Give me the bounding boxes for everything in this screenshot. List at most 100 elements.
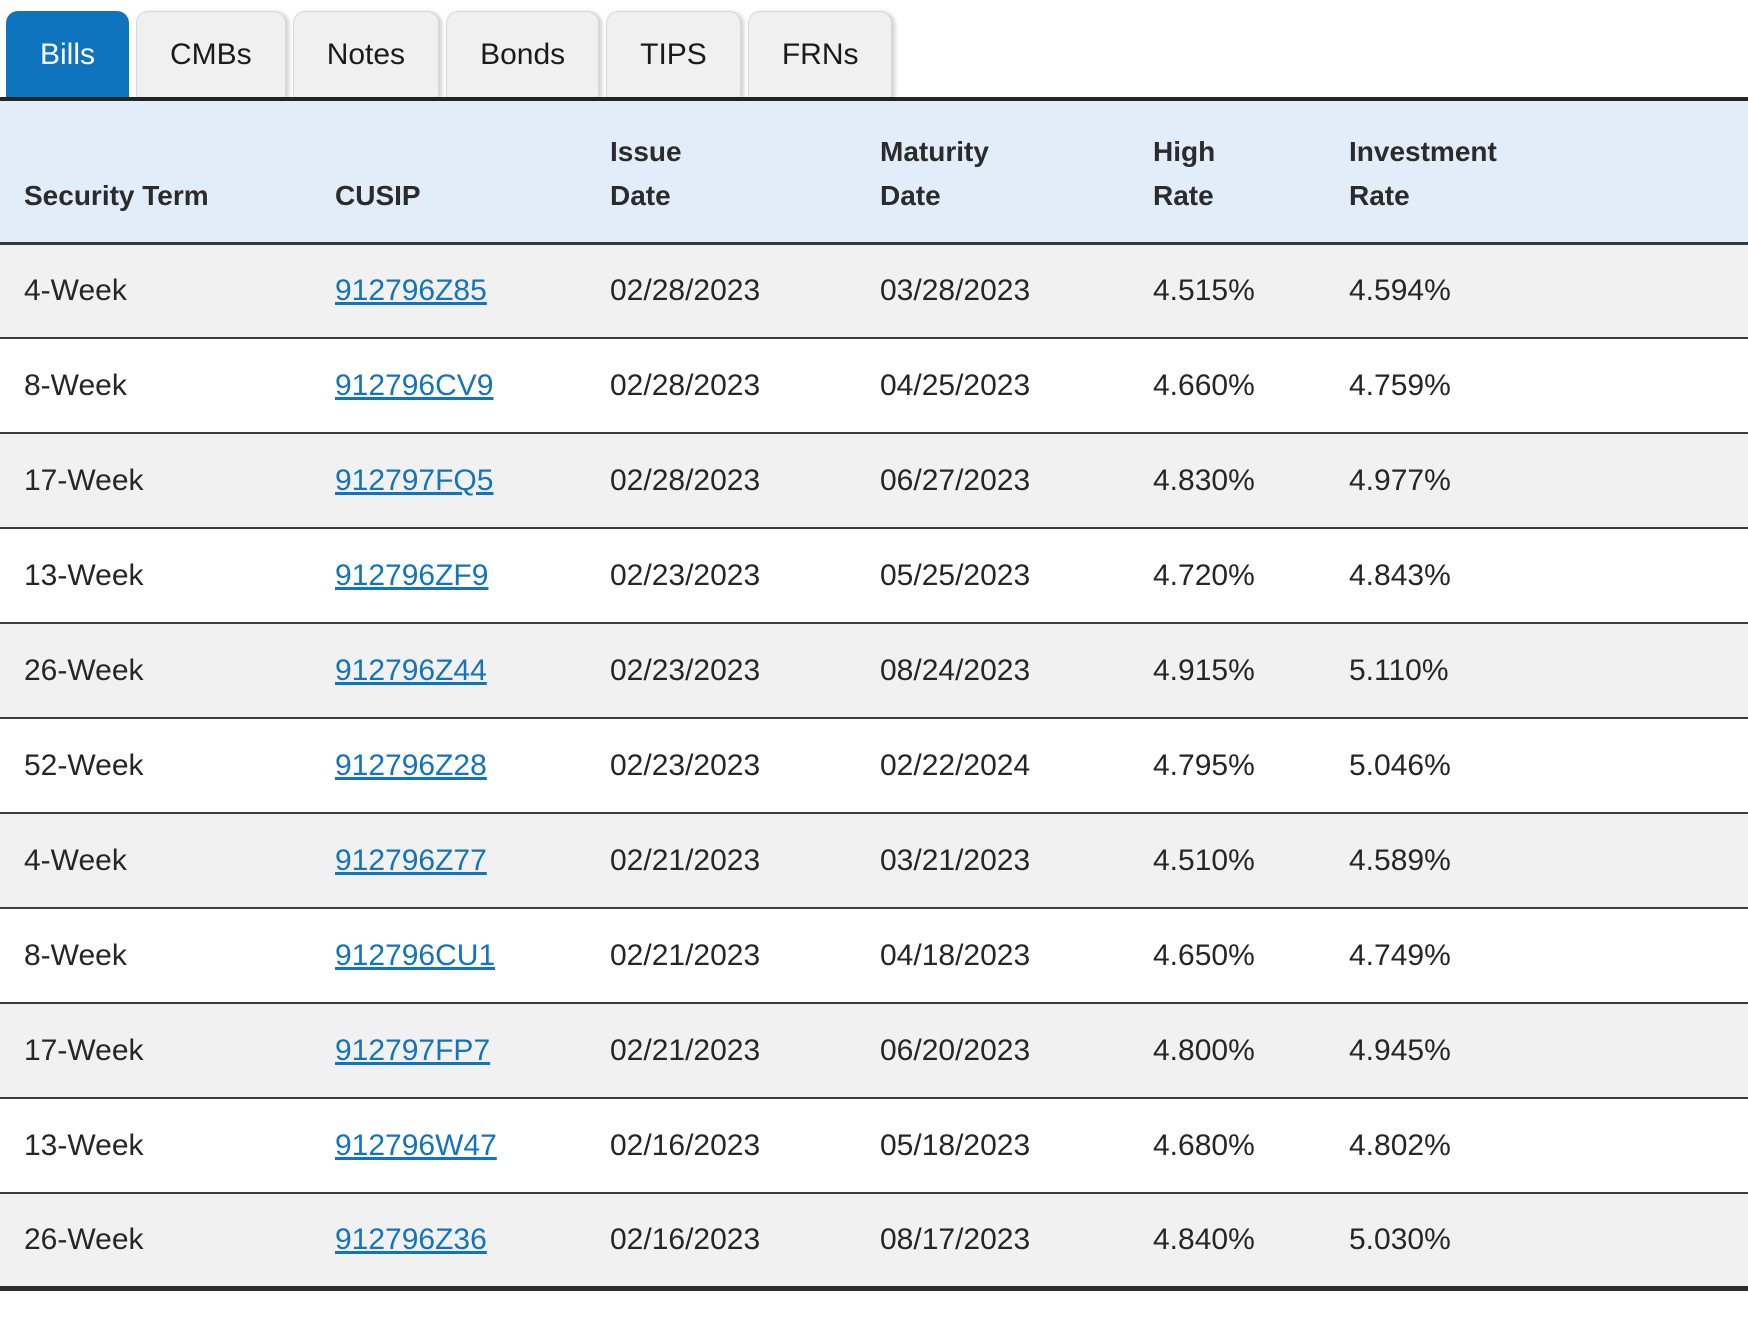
table-row: 8-Week 912796CV9 02/28/2023 04/25/2023 4.660… bbox=[0, 338, 1748, 434]
cell-investment_rate: 4.945% bbox=[1349, 1003, 1748, 1099]
cell-issue_date: 02/16/2023 bbox=[610, 1098, 880, 1194]
cell-issue_date: 02/28/2023 bbox=[610, 433, 880, 529]
cell-term: 26-Week bbox=[0, 1193, 335, 1291]
cell-high_rate: 4.650% bbox=[1153, 908, 1349, 1004]
cell-high_rate: 4.840% bbox=[1153, 1193, 1349, 1291]
cell-term: 4-Week bbox=[0, 813, 335, 909]
column-header-issue_date: Issue Date bbox=[610, 101, 880, 245]
cell-term: 4-Week bbox=[0, 243, 335, 339]
cell-investment_rate: 4.594% bbox=[1349, 243, 1748, 339]
cell-issue_date: 02/16/2023 bbox=[610, 1193, 880, 1291]
cell-maturity_date: 04/18/2023 bbox=[880, 908, 1153, 1004]
cusip-link[interactable]: 912797FP7 bbox=[335, 1033, 491, 1067]
cell-high_rate: 4.830% bbox=[1153, 433, 1349, 529]
cell-maturity_date: 04/25/2023 bbox=[880, 338, 1153, 434]
cell-cusip: 912796CV9 bbox=[335, 338, 610, 434]
table-header: Security Term CUSIP Issue Date Maturity Dat… bbox=[0, 101, 1748, 245]
cell-issue_date: 02/21/2023 bbox=[610, 1003, 880, 1099]
cell-maturity_date: 08/17/2023 bbox=[880, 1193, 1153, 1291]
cell-issue_date: 02/21/2023 bbox=[610, 908, 880, 1004]
cell-cusip: 912796ZF9 bbox=[335, 528, 610, 624]
table-row: 17-Week 912797FP7 02/21/2023 06/20/2023 4.80… bbox=[0, 1003, 1748, 1099]
security-type-tabs: Bills CMBs Notes Bonds TIPS FRNs bbox=[0, 0, 1748, 97]
cell-cusip: 912796Z36 bbox=[335, 1193, 610, 1291]
cell-term: 52-Week bbox=[0, 718, 335, 814]
cell-investment_rate: 5.110% bbox=[1349, 623, 1748, 719]
table-row: 8-Week 912796CU1 02/21/2023 04/18/2023 4.650… bbox=[0, 908, 1748, 1004]
tab-cmbs[interactable]: CMBs bbox=[136, 11, 286, 97]
tab-frns[interactable]: FRNs bbox=[747, 11, 893, 97]
cell-investment_rate: 4.843% bbox=[1349, 528, 1748, 624]
cusip-link[interactable]: 912796Z44 bbox=[335, 653, 487, 687]
table-row: 13-Week 912796ZF9 02/23/2023 05/25/2023 4.72… bbox=[0, 528, 1748, 624]
table-row: 4-Week 912796Z77 02/21/2023 03/21/2023 4.510… bbox=[0, 813, 1748, 909]
table-body: 4-Week 912796Z85 02/28/2023 03/28/2023 4.515… bbox=[0, 243, 1748, 1291]
cell-issue_date: 02/28/2023 bbox=[610, 338, 880, 434]
cell-high_rate: 4.720% bbox=[1153, 528, 1349, 624]
cell-cusip: 912796Z28 bbox=[335, 718, 610, 814]
cell-maturity_date: 08/24/2023 bbox=[880, 623, 1153, 719]
table-row: 4-Week 912796Z85 02/28/2023 03/28/2023 4.515… bbox=[0, 243, 1748, 339]
cusip-link[interactable]: 912796Z36 bbox=[335, 1222, 487, 1256]
cell-issue_date: 02/28/2023 bbox=[610, 243, 880, 339]
table-row: 17-Week 912797FQ5 02/28/2023 06/27/2023 4.83… bbox=[0, 433, 1748, 529]
table-row: 26-Week 912796Z36 02/16/2023 08/17/2023 4.84… bbox=[0, 1193, 1748, 1291]
cusip-link[interactable]: 912796Z85 bbox=[335, 273, 487, 307]
cell-term: 8-Week bbox=[0, 338, 335, 434]
cell-investment_rate: 5.046% bbox=[1349, 718, 1748, 814]
cell-cusip: 912797FP7 bbox=[335, 1003, 610, 1099]
table-header-row: Security Term CUSIP Issue Date Maturity Dat… bbox=[0, 101, 1748, 245]
cusip-link[interactable]: 912796Z77 bbox=[335, 843, 487, 877]
tab-bills[interactable]: Bills bbox=[6, 11, 130, 97]
cell-issue_date: 02/23/2023 bbox=[610, 718, 880, 814]
cell-high_rate: 4.510% bbox=[1153, 813, 1349, 909]
cell-investment_rate: 4.589% bbox=[1349, 813, 1748, 909]
cell-investment_rate: 5.030% bbox=[1349, 1193, 1748, 1291]
cell-high_rate: 4.680% bbox=[1153, 1098, 1349, 1194]
cell-maturity_date: 03/21/2023 bbox=[880, 813, 1153, 909]
cell-term: 26-Week bbox=[0, 623, 335, 719]
cell-high_rate: 4.795% bbox=[1153, 718, 1349, 814]
cell-cusip: 912796Z85 bbox=[335, 243, 610, 339]
column-header-term: Security Term bbox=[0, 101, 335, 245]
cell-cusip: 912796Z77 bbox=[335, 813, 610, 909]
tab-bonds[interactable]: Bonds bbox=[446, 11, 600, 97]
column-header-high_rate: High Rate bbox=[1153, 101, 1349, 245]
cell-cusip: 912796W47 bbox=[335, 1098, 610, 1194]
cell-maturity_date: 03/28/2023 bbox=[880, 243, 1153, 339]
cell-term: 13-Week bbox=[0, 528, 335, 624]
column-header-maturity_date: Maturity Date bbox=[880, 101, 1153, 245]
cell-issue_date: 02/23/2023 bbox=[610, 623, 880, 719]
cell-investment_rate: 4.759% bbox=[1349, 338, 1748, 434]
cell-investment_rate: 4.977% bbox=[1349, 433, 1748, 529]
auction-results-table: Security Term CUSIP Issue Date Maturity Dat… bbox=[0, 101, 1748, 1291]
cusip-link[interactable]: 912796CU1 bbox=[335, 938, 496, 972]
cell-maturity_date: 02/22/2024 bbox=[880, 718, 1153, 814]
column-header-investment_rate: Investment Rate bbox=[1349, 101, 1748, 245]
cell-issue_date: 02/21/2023 bbox=[610, 813, 880, 909]
cell-high_rate: 4.660% bbox=[1153, 338, 1349, 434]
cell-maturity_date: 06/27/2023 bbox=[880, 433, 1153, 529]
cusip-link[interactable]: 912796Z28 bbox=[335, 748, 487, 782]
table-row: 52-Week 912796Z28 02/23/2023 02/22/2024 4.79… bbox=[0, 718, 1748, 814]
cell-issue_date: 02/23/2023 bbox=[610, 528, 880, 624]
cell-term: 17-Week bbox=[0, 433, 335, 529]
table-row: 26-Week 912796Z44 02/23/2023 08/24/2023 4.91… bbox=[0, 623, 1748, 719]
cell-maturity_date: 06/20/2023 bbox=[880, 1003, 1153, 1099]
cusip-link[interactable]: 912796W47 bbox=[335, 1128, 497, 1162]
cell-maturity_date: 05/18/2023 bbox=[880, 1098, 1153, 1194]
cusip-link[interactable]: 912797FQ5 bbox=[335, 463, 494, 497]
cell-cusip: 912797FQ5 bbox=[335, 433, 610, 529]
tab-tips[interactable]: TIPS bbox=[606, 11, 741, 97]
cell-high_rate: 4.800% bbox=[1153, 1003, 1349, 1099]
cell-maturity_date: 05/25/2023 bbox=[880, 528, 1153, 624]
auction-results-table-wrap: Security Term CUSIP Issue Date Maturity Dat… bbox=[0, 97, 1748, 1291]
cell-cusip: 912796Z44 bbox=[335, 623, 610, 719]
tab-notes[interactable]: Notes bbox=[292, 11, 440, 97]
cusip-link[interactable]: 912796ZF9 bbox=[335, 558, 489, 592]
cell-term: 8-Week bbox=[0, 908, 335, 1004]
column-header-cusip: CUSIP bbox=[335, 101, 610, 245]
table-row: 13-Week 912796W47 02/16/2023 05/18/2023 4.68… bbox=[0, 1098, 1748, 1194]
auction-results-panel: Bills CMBs Notes Bonds TIPS FRNs Security Ter… bbox=[0, 0, 1748, 1291]
cusip-link[interactable]: 912796CV9 bbox=[335, 368, 494, 402]
